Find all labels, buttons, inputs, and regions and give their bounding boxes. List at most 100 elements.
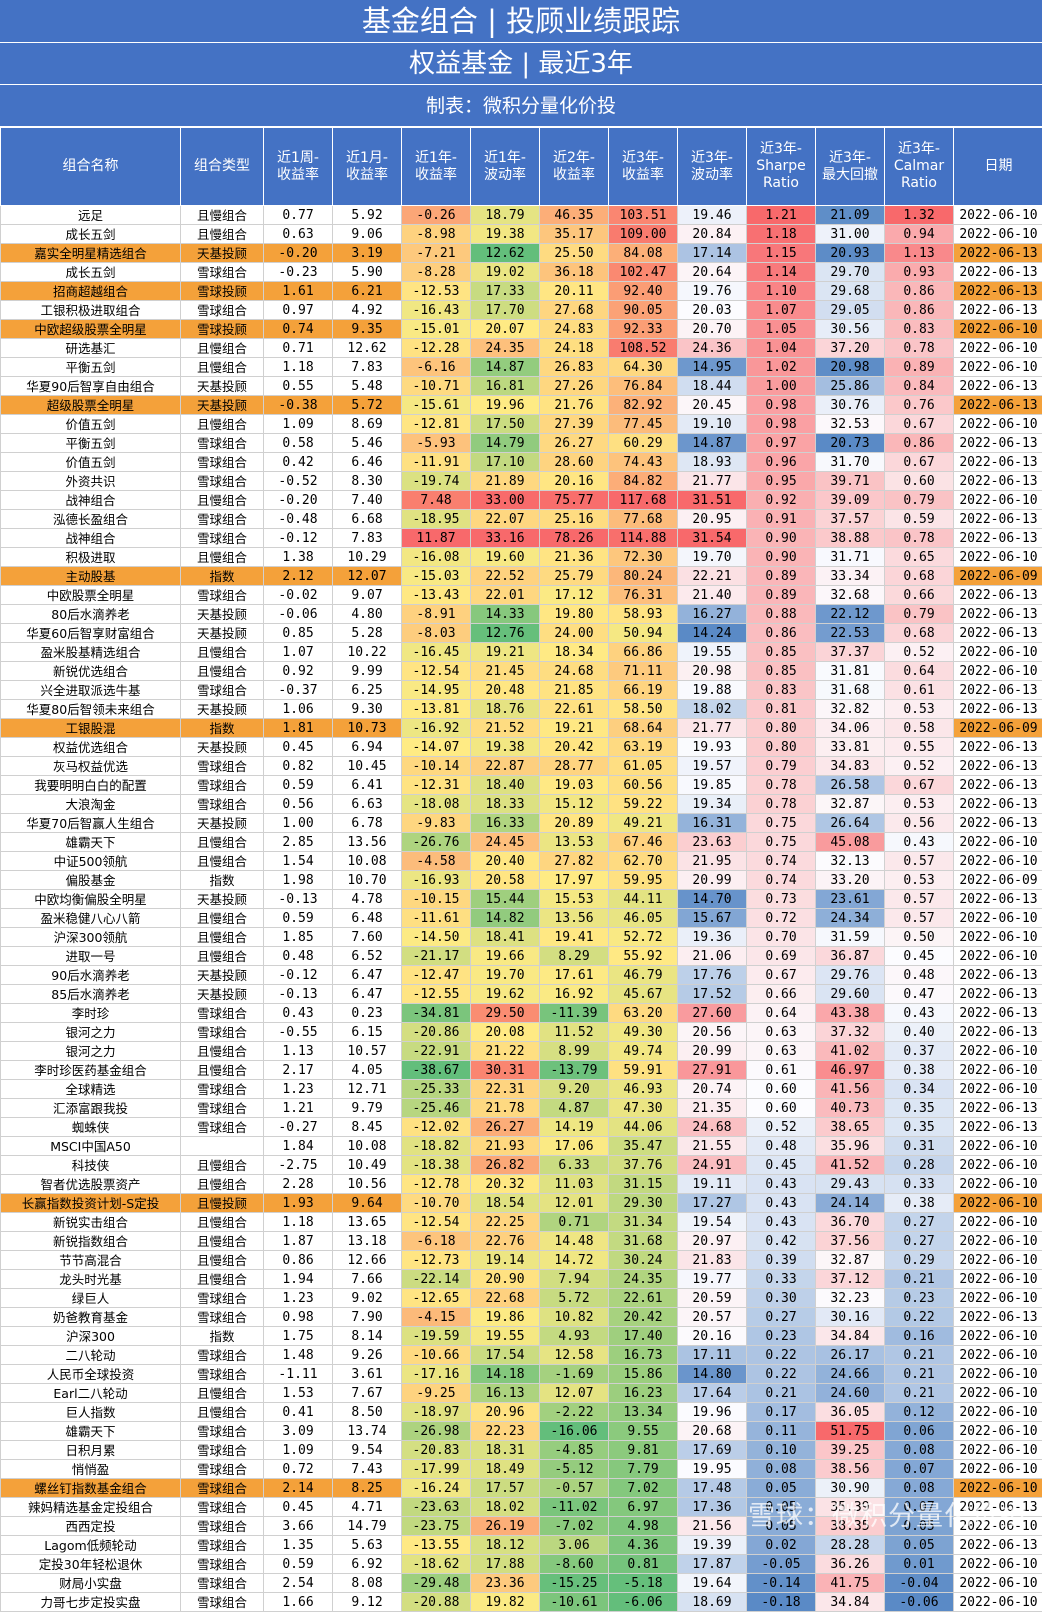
metric-cell: 7.94 (540, 1270, 609, 1289)
column-header[interactable]: 组合名称 (1, 128, 181, 206)
metric-cell: 17.57 (471, 1479, 540, 1498)
metric-cell: 21.45 (471, 662, 540, 681)
column-header[interactable]: 近3年-最大回撤 (816, 128, 885, 206)
metric-cell: -14.95 (402, 681, 471, 700)
metric-cell: 15.53 (540, 890, 609, 909)
column-header[interactable]: 近1周-收益率 (264, 128, 333, 206)
metric-cell: -12.78 (402, 1175, 471, 1194)
metric-cell: 18.33 (471, 795, 540, 814)
metric-cell: 8.25 (333, 1479, 402, 1498)
column-header[interactable]: 近3年-Calmar Ratio (885, 128, 954, 206)
column-header[interactable]: 近2年-收益率 (540, 128, 609, 206)
metric-cell: 6.21 (333, 282, 402, 301)
portfolio-type-cell: 且慢组合 (181, 1270, 264, 1289)
metric-cell: 1.85 (264, 928, 333, 947)
column-header[interactable]: 近1年-波动率 (471, 128, 540, 206)
column-header[interactable]: 近3年-收益率 (609, 128, 678, 206)
column-header[interactable]: 近1月-收益率 (333, 128, 402, 206)
metric-cell: 4.92 (333, 301, 402, 320)
column-header[interactable]: 近1年-收益率 (402, 128, 471, 206)
column-header[interactable]: 近3年-波动率 (678, 128, 747, 206)
column-header[interactable]: 日期 (954, 128, 1042, 206)
column-header[interactable]: 近3年-Sharpe Ratio (747, 128, 816, 206)
metric-cell: 0.23 (747, 1327, 816, 1346)
column-header[interactable]: 组合类型 (181, 128, 264, 206)
